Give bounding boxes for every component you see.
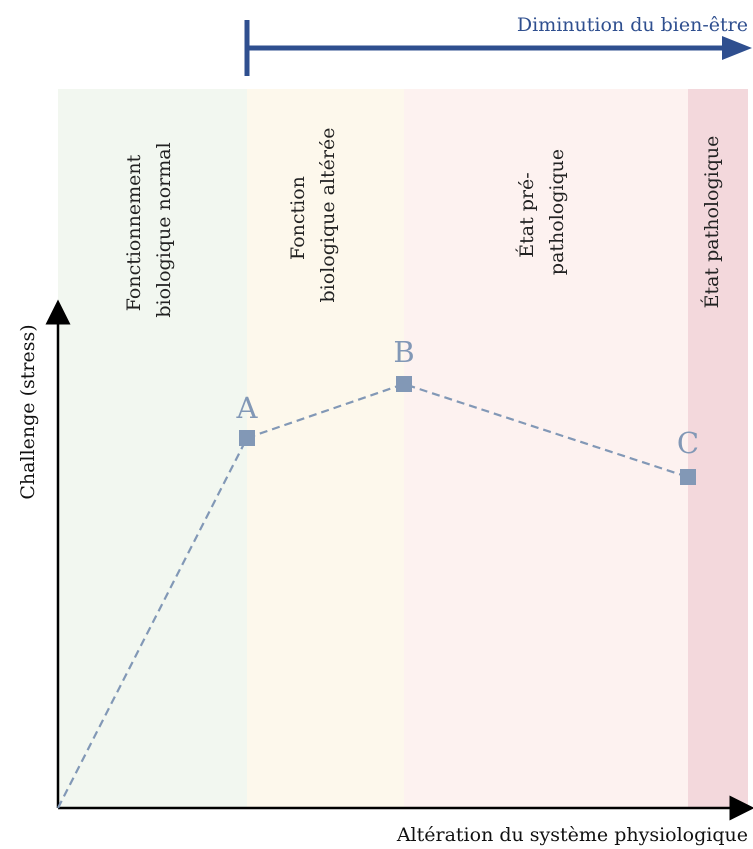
banner-arrow-head: [722, 36, 752, 60]
point-b-marker: [396, 376, 412, 392]
zone-label-pathologic: État pathologique: [700, 136, 723, 309]
zone-normal-background: [58, 89, 247, 808]
point-b-label: B: [393, 335, 414, 369]
zone-label-altered: Fonction biologique altérée: [287, 128, 339, 303]
zone-label-prepathologic: État pré- pathologique: [515, 149, 568, 275]
zone-label-normal: Fonctionnement biologique normal: [123, 142, 175, 317]
point-a-marker: [239, 430, 255, 446]
zone-prepathologic-background: [404, 89, 688, 808]
x-axis-label: Altération du système physiologique: [396, 824, 748, 846]
trend-dashed-line: [57, 382, 689, 809]
banner-label: Diminution du bien-être: [517, 14, 748, 36]
point-c-marker: [680, 469, 696, 485]
y-axis-label: Challenge (stress): [17, 324, 39, 499]
point-c-label: C: [677, 426, 699, 460]
zone-altered-background: [247, 89, 404, 808]
wellbeing-decrease-banner: Diminution du bien-être: [244, 14, 752, 76]
zone-pathologic-background: [688, 89, 748, 808]
point-a-label: A: [236, 391, 259, 425]
